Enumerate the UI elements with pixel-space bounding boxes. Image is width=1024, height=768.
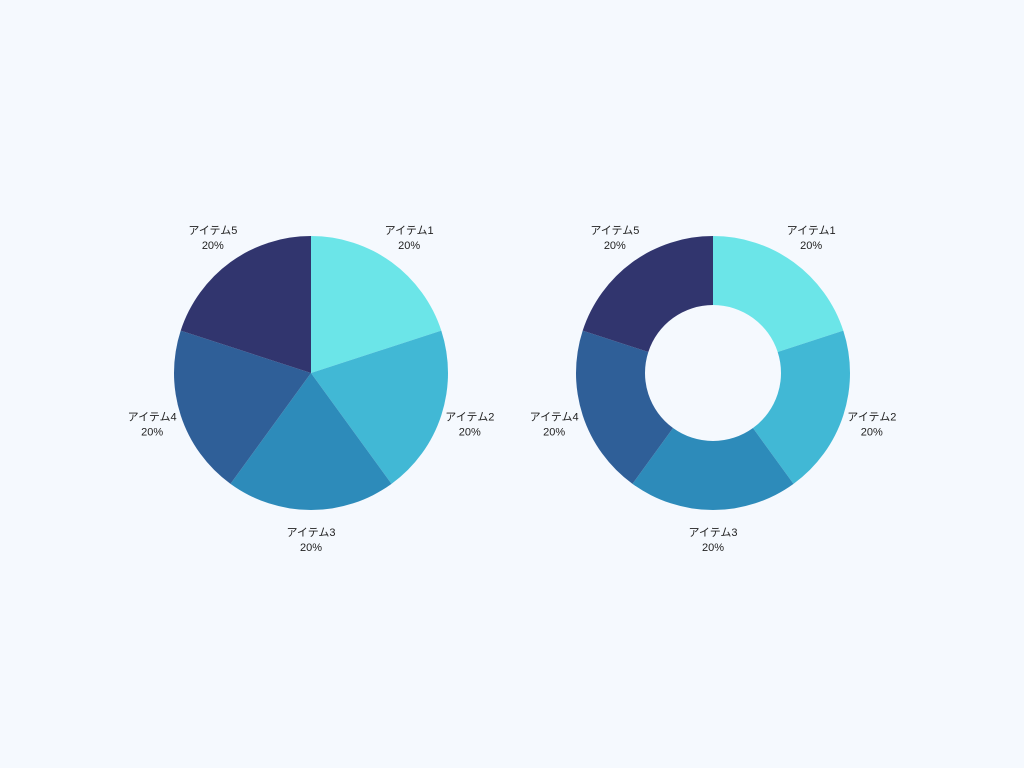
value-label: 20% bbox=[300, 542, 322, 554]
value-label: 20% bbox=[800, 240, 822, 252]
value-label: 20% bbox=[141, 427, 163, 439]
slice-label: アイテム5 bbox=[188, 224, 237, 237]
slice-label: アイテム1 bbox=[787, 224, 836, 237]
slice bbox=[713, 236, 844, 352]
slice bbox=[311, 236, 442, 373]
value-label: 20% bbox=[702, 542, 724, 554]
slice bbox=[174, 330, 311, 484]
slice-label: アイテム2 bbox=[847, 411, 896, 424]
slice-label: アイテム4 bbox=[128, 411, 177, 424]
value-label: 20% bbox=[398, 240, 420, 252]
slice bbox=[576, 330, 674, 484]
value-label: 20% bbox=[604, 240, 626, 252]
value-label: 20% bbox=[543, 427, 565, 439]
value-label: 20% bbox=[202, 240, 224, 252]
slice bbox=[180, 236, 311, 373]
slice bbox=[582, 236, 713, 352]
slice bbox=[230, 373, 392, 510]
slice-label: アイテム3 bbox=[286, 526, 335, 539]
slice bbox=[311, 330, 449, 484]
slice bbox=[632, 428, 794, 510]
slice-label: アイテム4 bbox=[530, 411, 579, 424]
slice-label: アイテム2 bbox=[445, 411, 494, 424]
slice-label: アイテム1 bbox=[385, 224, 434, 237]
value-label: 20% bbox=[861, 427, 883, 439]
slice-label: アイテム3 bbox=[688, 526, 737, 539]
slice bbox=[752, 330, 850, 484]
value-label: 20% bbox=[459, 427, 481, 439]
slice-label: アイテム5 bbox=[590, 224, 639, 237]
